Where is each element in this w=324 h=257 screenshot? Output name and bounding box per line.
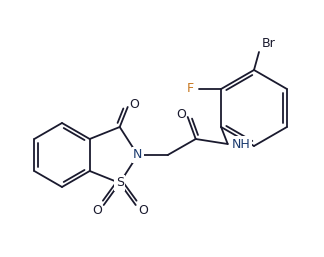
Text: NH: NH <box>232 137 250 151</box>
Text: N: N <box>133 149 143 161</box>
Text: O: O <box>92 204 102 216</box>
Text: Br: Br <box>262 37 276 50</box>
Text: F: F <box>187 82 194 96</box>
Text: S: S <box>116 177 124 189</box>
Text: O: O <box>129 98 139 112</box>
Text: O: O <box>176 108 186 122</box>
Text: O: O <box>138 204 148 216</box>
